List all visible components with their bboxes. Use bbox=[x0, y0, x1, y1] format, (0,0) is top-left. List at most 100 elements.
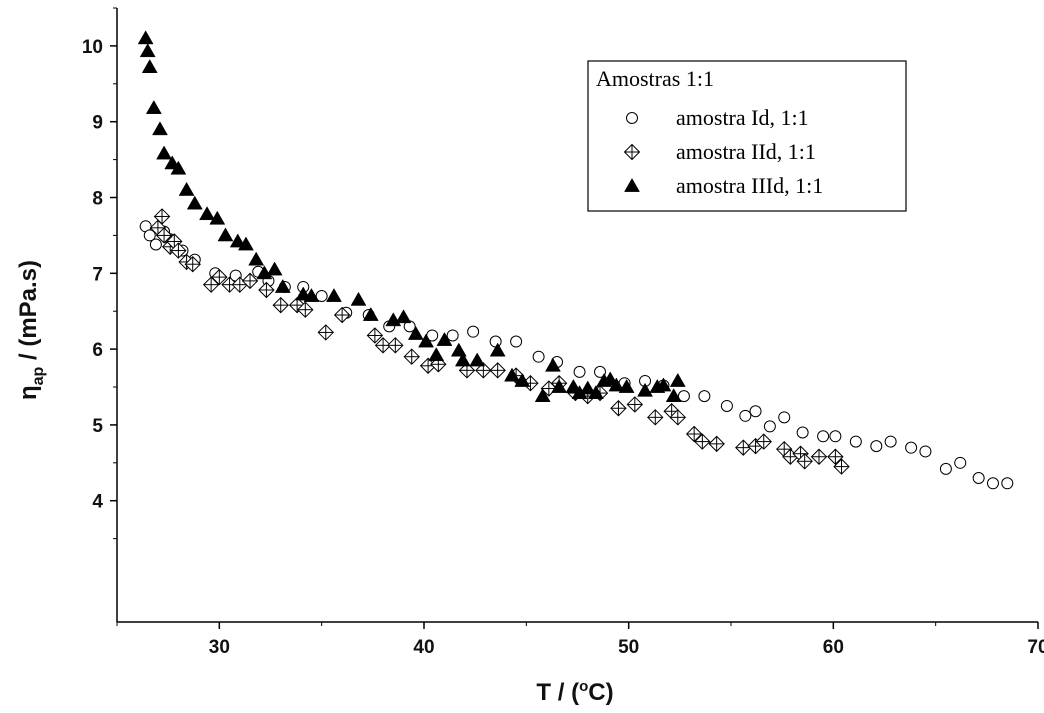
data-point-circle bbox=[467, 325, 480, 338]
legend: Amostras 1:1 amostra Id, 1:1 amostra IId,… bbox=[587, 60, 907, 212]
legend-entry-label: amostra Id, 1:1 bbox=[676, 105, 809, 130]
data-point-triangle bbox=[454, 352, 471, 367]
data-point-diamond bbox=[333, 306, 351, 324]
data-point-triangle bbox=[303, 288, 320, 302]
data-point-diamond bbox=[202, 276, 220, 293]
legend-entry-label: amostra IId, 1:1 bbox=[676, 139, 816, 164]
data-point-circle bbox=[763, 420, 776, 433]
data-point-triangle bbox=[395, 309, 412, 324]
x-tick-label: 30 bbox=[209, 637, 230, 658]
data-point-diamond bbox=[458, 362, 476, 379]
data-point-triangle bbox=[170, 160, 187, 175]
data-point-circle bbox=[1001, 477, 1014, 490]
data-point-diamond bbox=[755, 433, 772, 450]
data-point-diamond bbox=[403, 348, 420, 365]
data-point-triangle bbox=[436, 332, 453, 346]
data-point-triangle bbox=[669, 372, 686, 387]
data-point-diamond bbox=[489, 362, 506, 379]
data-point-triangle bbox=[248, 251, 265, 266]
data-point-circle bbox=[749, 405, 762, 418]
data-point-circle bbox=[698, 390, 711, 403]
data-point-triangle bbox=[141, 59, 158, 74]
data-point-triangle bbox=[350, 291, 367, 306]
data-point-diamond bbox=[626, 396, 644, 413]
y-tick-label: 9 bbox=[92, 113, 103, 134]
data-marks bbox=[137, 30, 1014, 490]
data-point-diamond bbox=[366, 327, 384, 344]
data-point-diamond bbox=[184, 256, 201, 273]
data-point-triangle bbox=[608, 377, 625, 392]
data-point-diamond bbox=[833, 458, 850, 475]
data-point-triangle bbox=[469, 352, 486, 367]
data-point-diamond bbox=[211, 268, 228, 286]
legend-entry-label: amostra IIId, 1:1 bbox=[676, 173, 823, 198]
data-point-triangle bbox=[256, 265, 273, 280]
data-point-circle bbox=[739, 409, 752, 422]
data-point-circle bbox=[796, 426, 809, 439]
data-point-diamond bbox=[155, 227, 173, 244]
data-point-diamond bbox=[153, 208, 171, 225]
data-point-triangle bbox=[229, 233, 246, 248]
data-point-circle bbox=[315, 290, 328, 303]
data-point-circle bbox=[972, 471, 985, 484]
data-point-diamond bbox=[685, 425, 703, 443]
legend-entry: amostra IIId, 1:1 bbox=[624, 173, 823, 198]
data-point-diamond bbox=[647, 409, 664, 426]
series-filled-triangle bbox=[137, 30, 686, 402]
data-point-triangle bbox=[217, 227, 234, 242]
data-point-circle bbox=[778, 411, 791, 424]
data-point-triangle bbox=[551, 379, 568, 393]
data-point-triangle bbox=[579, 380, 596, 395]
data-point-triangle bbox=[407, 325, 424, 340]
data-point-triangle bbox=[514, 372, 531, 387]
legend-box bbox=[587, 60, 907, 212]
data-point-triangle bbox=[665, 388, 682, 402]
data-point-triangle bbox=[618, 379, 635, 393]
data-point-triangle bbox=[655, 377, 672, 392]
data-point-diamond bbox=[827, 448, 844, 465]
data-point-triangle bbox=[178, 181, 195, 196]
y-axis-label: ηap / (mPa.s) bbox=[15, 260, 47, 400]
data-point-circle bbox=[870, 440, 883, 453]
data-point-circle bbox=[905, 441, 918, 454]
data-point-triangle bbox=[545, 357, 561, 372]
legend-entry: amostra Id, 1:1 bbox=[626, 105, 809, 130]
data-point-circle bbox=[594, 365, 607, 378]
data-point-diamond bbox=[272, 296, 289, 314]
data-point-circle bbox=[919, 445, 932, 458]
data-point-circle bbox=[143, 229, 156, 242]
data-point-triangle bbox=[504, 367, 520, 382]
data-point-circle bbox=[573, 365, 586, 378]
data-point-triangle bbox=[428, 347, 445, 362]
data-point-triangle bbox=[156, 145, 173, 160]
data-point-circle bbox=[532, 350, 545, 363]
data-point-triangle bbox=[362, 306, 379, 321]
data-point-circle bbox=[884, 435, 897, 448]
x-tick-label: 70 bbox=[1027, 637, 1044, 658]
data-point-diamond bbox=[387, 337, 404, 354]
data-point-circle bbox=[954, 456, 967, 469]
y-tick-label: 10 bbox=[82, 37, 103, 58]
data-point-diamond bbox=[747, 437, 764, 455]
data-point-circle bbox=[829, 430, 842, 443]
data-point-circle bbox=[677, 390, 690, 403]
data-point-triangle bbox=[238, 236, 254, 251]
axis-ticks bbox=[110, 7, 1039, 629]
data-point-triangle bbox=[266, 261, 283, 276]
data-point-circle bbox=[510, 335, 523, 348]
y-tick-label: 7 bbox=[92, 264, 103, 285]
data-point-diamond bbox=[694, 433, 711, 450]
x-axis-label: T / (oC) bbox=[536, 678, 613, 706]
legend-entry: amostra IId, 1:1 bbox=[623, 139, 816, 164]
data-point-diamond bbox=[258, 281, 275, 299]
y-tick-label: 6 bbox=[92, 340, 103, 361]
data-point-triangle bbox=[199, 206, 215, 221]
data-point-diamond bbox=[297, 301, 314, 318]
data-point-circle bbox=[849, 435, 862, 448]
legend-marker bbox=[626, 112, 638, 124]
data-point-triangle bbox=[450, 342, 467, 357]
data-point-triangle bbox=[587, 385, 604, 399]
data-point-circle bbox=[986, 477, 999, 490]
data-point-circle bbox=[149, 238, 162, 251]
data-point-diamond bbox=[170, 242, 187, 259]
